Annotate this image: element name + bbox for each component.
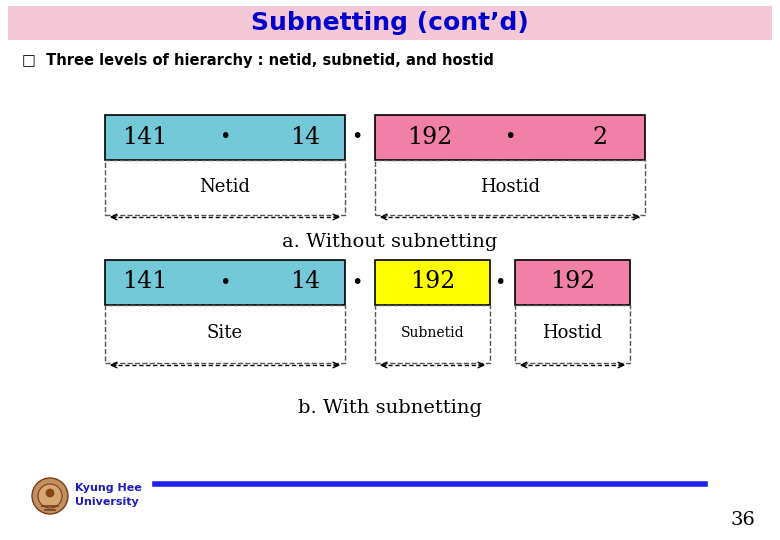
Text: •: • (351, 273, 363, 292)
Text: □  Three levels of hierarchy : netid, subnetid, and hostid: □ Three levels of hierarchy : netid, sub… (22, 52, 494, 68)
Text: a. Without subnetting: a. Without subnetting (282, 233, 498, 251)
Text: Kyung Hee: Kyung Hee (75, 483, 142, 493)
Text: 192: 192 (407, 125, 452, 148)
Text: 36: 36 (730, 511, 755, 529)
Bar (375, 305, 490, 363)
Text: •: • (351, 127, 363, 146)
Bar (105, 260, 345, 305)
Bar (105, 305, 345, 363)
Text: Hostid: Hostid (542, 324, 603, 342)
Text: University: University (75, 497, 139, 507)
Circle shape (38, 484, 62, 508)
Text: 14: 14 (290, 125, 320, 148)
Bar (8, 6, 772, 40)
Text: Netid: Netid (200, 178, 250, 196)
Circle shape (46, 489, 54, 497)
Text: •: • (505, 127, 516, 146)
Text: b. With subnetting: b. With subnetting (298, 399, 482, 417)
Bar (375, 115, 645, 160)
Text: Hostid: Hostid (480, 178, 540, 196)
Bar (105, 160, 345, 215)
Text: 192: 192 (410, 271, 456, 294)
Text: Subnetting (cont’d): Subnetting (cont’d) (251, 11, 529, 35)
Text: •: • (495, 273, 505, 292)
Bar (375, 160, 645, 215)
Bar (515, 305, 630, 363)
Text: 141: 141 (122, 125, 168, 148)
Text: 2: 2 (593, 125, 608, 148)
Circle shape (32, 478, 68, 514)
Text: •: • (219, 273, 231, 292)
Text: Subnetid: Subnetid (401, 326, 464, 340)
Text: Site: Site (207, 324, 243, 342)
Bar (515, 260, 630, 305)
Bar (105, 115, 345, 160)
Text: 141: 141 (122, 271, 168, 294)
Text: 14: 14 (290, 271, 320, 294)
Text: •: • (219, 127, 231, 146)
Text: 192: 192 (550, 271, 595, 294)
Bar (375, 260, 490, 305)
